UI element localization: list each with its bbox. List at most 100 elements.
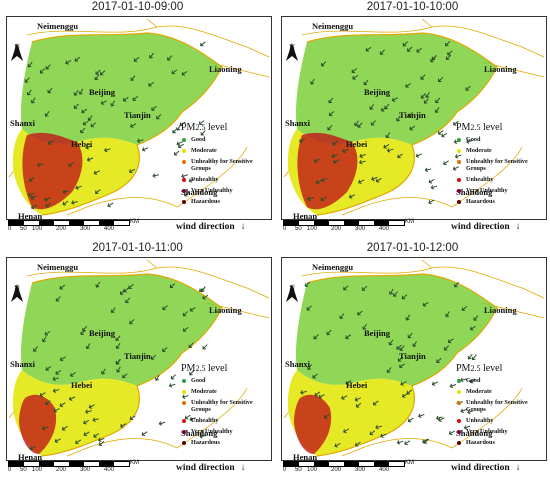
wind-arrow-icon [169,283,176,289]
wind-arrow-icon [306,305,312,311]
scale-tick-label: 0 [8,467,12,473]
legend-item-label: Very Unhealthy [191,428,233,435]
wind-arrow-icon [447,50,453,56]
wind-arrow-icon [136,138,144,144]
wind-arrow-icon [45,366,52,371]
wind-arrow-icon [170,374,177,380]
wind-arrow-icon [53,408,60,413]
wind-arrow-icon [154,374,160,381]
wind-arrow-icon [156,114,162,120]
wind-arrow-icon [392,291,398,297]
region-label-tianjin: Tianjin [124,351,151,361]
legend-item-label: Unhealthy [466,176,494,183]
wind-arrow-icon [173,150,180,156]
legend-title-main: PM [456,122,471,133]
wind-arrow-icon [41,336,47,343]
legend-item-label: Unhealthy [191,417,219,424]
legend-marker [182,379,186,383]
wind-arrow-icon [129,319,135,325]
wind-arrow-icon [428,178,435,184]
wind-arrow-icon [402,41,409,47]
legend-item: Unhealthy [456,176,544,183]
wind-arrow-icon [385,132,391,139]
wind-arrow-icon [363,79,369,86]
scale-tick-label: 200 [56,226,67,232]
region-label-henan: Henan [293,211,318,220]
scale-tick-label: 400 [379,226,390,232]
wind-arrow-icon [39,68,45,74]
legend-item-label: Unhealthy for Sensitive Groups [466,158,528,172]
wind-arrow-icon [328,97,334,104]
region-label-beijing: Beijing [364,328,390,338]
legend-item-label: Moderate [466,147,492,154]
wind-arrow-icon [61,425,68,431]
wind-arrow-icon [435,415,443,421]
wind-arrow-icon [447,338,454,344]
wind-arrow-icon [470,325,476,331]
wind-arrow-icon [397,153,403,159]
legend-item-label: Unhealthy for Sensitive Groups [191,399,253,413]
region-label-beijing: Beijing [89,87,115,97]
wind-arrow-icon [92,417,100,423]
wind-label-text: wind direction [451,222,510,232]
legend-title-suffix: level [480,122,503,133]
scale-unit: KM [405,460,414,466]
legend-item-label: Hazardous [466,439,495,446]
wind-arrow-icon [436,357,442,363]
wind-arrow-icon [55,296,61,302]
wind-arrow-icon [52,388,60,394]
wind-arrow-icon [122,373,128,379]
legend-item-label: Good [466,377,481,384]
wind-arrow-icon [388,339,394,346]
wind-arrow-icon [141,431,148,437]
wind-arrow-icon [379,49,385,55]
legend-item: Good [456,377,544,384]
down-arrow-icon: ↓ [515,463,521,473]
scale-tick-label: 100 [32,226,43,232]
wind-arrow-icon [27,61,33,68]
wind-arrow-icon [150,354,157,360]
legend-title: PM2.5 level [181,122,269,133]
wind-arrow-icon [44,110,50,117]
region-label-liaoning: Liaoning [209,64,242,74]
legend-item: Unhealthy for Sensitive Groups [181,158,269,172]
wind-arrow-icon [200,41,206,47]
wind-arrow-icon [133,56,140,62]
wind-arrow-icon [129,168,136,174]
wind-arrow-icon [401,393,408,398]
wind-arrow-icon [171,69,178,75]
wind-arrow-icon [177,143,185,149]
legend-item: Unhealthy [181,176,269,183]
wind-arrow-icon [120,423,127,428]
region-label-neimenggu: Neimenggu [312,262,354,272]
region-label-liaoning: Liaoning [484,64,517,74]
wind-direction-label: wind direction ↓ [176,222,245,232]
wind-arrow-icon [54,438,61,444]
region-label-neimenggu: Neimenggu [37,262,79,272]
wind-arrow-icon [47,87,53,94]
scale-bar-graphic [8,220,130,226]
wind-arrow-icon [404,440,411,446]
legend-item: Very Unhealthy [456,187,544,194]
map-panel: 2017-01-10-10:00 N Neimenggu Liaoning Beijin… [275,0,550,241]
wind-arrow-icon [405,314,411,321]
legend-item: Very Unhealthy [181,187,269,194]
wind-arrow-icon [441,132,448,138]
wind-arrow-icon [327,124,333,131]
wind-arrow-icon [123,287,129,293]
legend-title-subscript: 2.5 [470,364,481,373]
wind-arrow-icon [85,145,92,150]
north-arrow-icon: N [10,43,24,73]
wind-arrow-icon [104,147,111,153]
panel-title: 2017-01-10-10:00 [366,1,459,13]
wind-arrow-icon [167,55,173,61]
wind-arrow-icon [375,424,382,430]
wind-arrow-icon [307,364,312,370]
wind-arrow-icon [198,120,205,126]
wind-arrow-icon [28,192,35,198]
wind-arrow-icon [454,281,460,288]
wind-arrow-icon [78,88,84,95]
legend-item-label: Unhealthy [191,176,219,183]
wind-arrow-icon [29,446,36,451]
wind-arrow-icon [417,413,425,419]
